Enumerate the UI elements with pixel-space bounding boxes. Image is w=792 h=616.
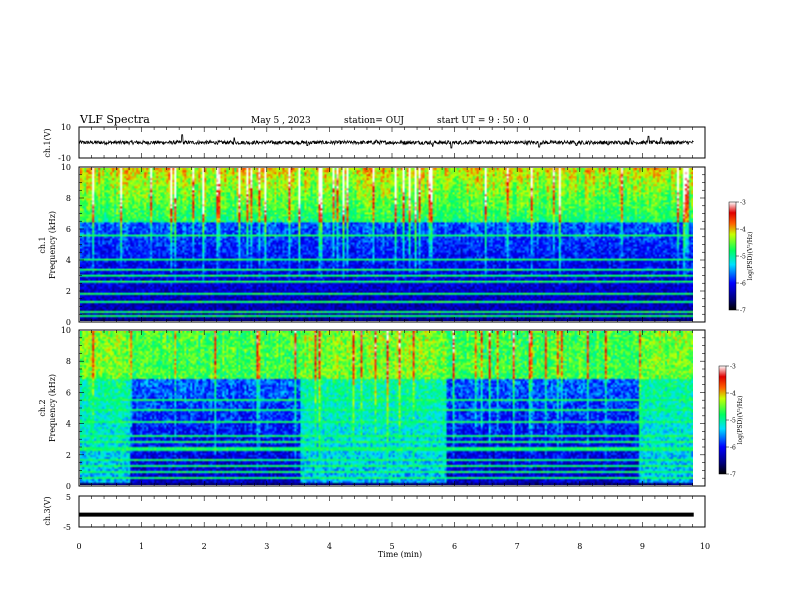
ch1-ticks [78,127,706,158]
ch2-colorbar-ramp [718,365,727,475]
time-axis-tick-labels: 0 1 2 3 4 5 6 7 8 9 10 [76,542,710,551]
station-label: station= OUJ [344,116,404,126]
ch2-colorbar-tick-label: -7 [730,472,736,479]
ch1-colorbar-ramp [728,201,737,311]
ch1-colorbar: -3 -4 -5 -6 -7 log(PSD)(V²/Hz) [728,200,754,315]
ch1-spectrogram-ytick-label: 8 [66,194,71,203]
time-tick-label: 5 [389,542,394,551]
ch3-waveform-frame [78,495,706,528]
time-tick-label: 3 [264,542,269,551]
ch2-spectrogram-ytick-label: 0 [66,482,71,491]
time-tick-label: 8 [577,542,582,551]
ch2-spectrogram-image [80,331,693,485]
ch2-colorbar-tick-label: -4 [730,391,736,398]
ch1-spectrogram-ticks [78,166,706,323]
chart-title: VLF Spectra [79,113,150,126]
time-tick-label: 2 [202,542,207,551]
ch1-spectrogram-ytick-label: 10 [61,163,71,172]
ch2-spectrogram-ytick-label: 4 [66,420,71,429]
ch1-colorbar-tick-label: -7 [740,308,746,315]
ch2-colorbar-tick-label: -6 [730,445,736,452]
time-tick-label: 10 [700,542,710,551]
ch1-spectrogram-image [80,168,693,321]
ch3-ytick-bottom: -5 [63,523,71,532]
ch2-colorbar: -3 -4 -5 -6 -7 log(PSD)(V²/Hz) [718,364,744,479]
ch1-colorbar-tick-label: -5 [740,254,746,261]
ch2-colorbar-tick-label: -5 [730,418,736,425]
ch1-spectrogram-ytick-label: 4 [66,256,71,265]
ch2-freq-tick-labels: 0 2 4 6 8 10 [61,326,71,491]
ch2-colorbar-label: log(PSD)(V²/Hz) [737,396,744,445]
ch2-ylabel-channel: ch.2 [38,399,47,416]
start-time-label: start UT = 9 : 50 : 0 [437,116,529,126]
ch3-ticks [78,496,706,527]
ch2-spectrogram-ytick-label: 10 [61,326,71,335]
ch1-colorbar-ticks: -3 -4 -5 -6 -7 [736,200,746,315]
ch2-spectrogram-ytick-label: 6 [66,388,71,397]
ch1-ytick-bottom: -10 [58,154,71,163]
time-tick-label: 0 [76,542,81,551]
ch1-spectrogram-ytick-label: 0 [66,318,71,327]
time-tick-label: 6 [452,542,457,551]
ch3-ytick-top: 5 [66,493,71,502]
ch2-colorbar-tick-label: -3 [730,364,736,371]
ch3-waveform-panel: 5 -5 ch.3(V) [43,493,706,532]
ch1-colorbar-label: log(PSD)(V²/Hz) [747,232,754,281]
ch1-spectrogram-ytick-label: 2 [66,287,71,296]
ch1-colorbar-tick-label: -4 [740,227,746,234]
ch1-ylabel-frequency: Frequency (kHz) [48,211,57,279]
time-tick-label: 9 [640,542,645,551]
ch1-waveform-panel: 10 -10 ch.1(V) [43,123,706,163]
ch1-ytick-top: 10 [61,123,71,132]
ch3-ylabel: ch.3(V) [43,496,52,525]
ch2-colorbar-ticks: -3 -4 -5 -6 -7 [726,364,736,479]
ch2-spectrogram-ticks [78,329,706,487]
ch2-spectrogram-panel: 0 2 4 6 8 10 ch.2 Frequency (kHz) [38,326,706,491]
date-label: May 5 , 2023 [251,116,311,126]
time-tick-label: 7 [515,542,520,551]
ch1-ylabel: ch.1(V) [43,128,52,157]
ch2-spectrogram-ytick-label: 8 [66,357,71,366]
ch1-spectrogram-ytick-label: 6 [66,225,71,234]
ch1-colorbar-tick-label: -6 [740,281,746,288]
ch1-spectrogram-panel: 0 2 4 6 8 10 ch.1 Frequency (kHz) [38,163,706,327]
ch2-ylabel-frequency: Frequency (kHz) [48,374,57,442]
ch1-freq-tick-labels: 0 2 4 6 8 10 [61,163,71,327]
ch1-waveform-line [78,134,694,149]
ch2-spectrogram-ytick-label: 2 [66,451,71,460]
time-tick-label: 1 [139,542,144,551]
time-axis-label: Time (min) [378,550,422,559]
ch1-ylabel-channel: ch.1 [38,236,47,253]
ch1-colorbar-tick-label: -3 [740,200,746,207]
time-tick-label: 4 [327,542,332,551]
